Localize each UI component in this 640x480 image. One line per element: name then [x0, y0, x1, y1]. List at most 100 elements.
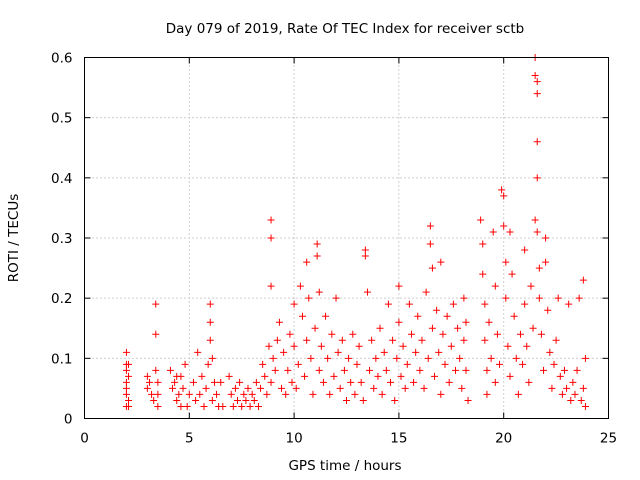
data-point: [336, 384, 344, 392]
data-point: [355, 342, 363, 350]
data-point: [579, 276, 587, 284]
data-point: [527, 282, 535, 290]
x-tick-label: 0: [80, 431, 89, 447]
data-point: [265, 342, 273, 350]
x-tick-label: 5: [185, 431, 194, 447]
data-point: [384, 300, 392, 308]
x-tick-labels: 0 5 10 15 20 25: [80, 431, 617, 447]
data-point: [217, 378, 225, 386]
data-point: [437, 390, 445, 398]
data-point: [506, 228, 514, 236]
data-point: [535, 294, 543, 302]
data-point: [502, 258, 510, 266]
data-point: [278, 384, 286, 392]
data-point: [185, 390, 193, 398]
data-point: [514, 390, 522, 398]
data-point: [154, 402, 162, 410]
data-point: [418, 336, 426, 344]
data-point: [261, 372, 269, 380]
data-point: [433, 306, 441, 314]
data-point: [426, 240, 434, 248]
data-point: [322, 312, 330, 320]
data-point: [179, 384, 187, 392]
data-point: [378, 390, 386, 398]
data-point: [267, 234, 275, 242]
data-point: [521, 300, 529, 308]
data-point: [125, 396, 133, 404]
data-point: [500, 192, 508, 200]
y-tick-label: 0.5: [51, 111, 72, 127]
data-point: [363, 288, 371, 296]
data-point: [122, 378, 130, 386]
data-point: [183, 402, 191, 410]
data-point: [437, 258, 445, 266]
data-point: [372, 354, 380, 362]
data-point: [565, 300, 573, 308]
data-point: [550, 360, 558, 368]
data-point: [516, 330, 524, 338]
data-point: [458, 384, 466, 392]
data-point: [244, 384, 252, 392]
data-point: [177, 402, 185, 410]
data-point: [558, 390, 566, 398]
data-point: [519, 360, 527, 368]
data-point: [387, 378, 395, 386]
data-point: [349, 330, 357, 338]
data-point: [403, 360, 411, 368]
data-point: [407, 330, 415, 338]
data-point: [334, 348, 342, 356]
data-point: [491, 282, 499, 290]
data-point: [122, 390, 130, 398]
data-point: [422, 288, 430, 296]
data-point: [535, 264, 543, 272]
data-point: [556, 372, 564, 380]
data-point: [229, 402, 237, 410]
y-tick-labels: 0 0.1 0.2 0.3 0.4 0.5 0.6: [51, 51, 72, 428]
data-point: [456, 354, 464, 362]
data-point: [361, 252, 369, 260]
data-point: [431, 372, 439, 380]
data-point: [250, 396, 258, 404]
data-point: [487, 354, 495, 362]
data-point: [254, 402, 262, 410]
data-point: [169, 384, 177, 392]
data-point: [311, 324, 319, 332]
data-point: [315, 366, 323, 374]
data-point: [213, 390, 221, 398]
data-point: [231, 384, 239, 392]
data-point: [447, 342, 455, 350]
data-point: [393, 354, 401, 362]
data-point: [284, 366, 292, 374]
data-point: [533, 228, 541, 236]
data-point: [307, 354, 315, 362]
data-point: [435, 348, 443, 356]
data-point: [122, 366, 130, 374]
data-point: [196, 390, 204, 398]
data-point: [225, 372, 233, 380]
data-point: [206, 300, 214, 308]
data-point: [267, 378, 275, 386]
data-point: [353, 360, 361, 368]
data-point: [303, 336, 311, 344]
data-point: [410, 378, 418, 386]
data-point: [257, 384, 265, 392]
data-point: [569, 378, 577, 386]
data-point: [154, 378, 162, 386]
data-point: [166, 366, 174, 374]
x-tick-label: 25: [600, 431, 617, 447]
data-point: [525, 378, 533, 386]
data-point: [204, 360, 212, 368]
data-point: [330, 372, 338, 380]
data-point: [343, 396, 350, 404]
data-point: [424, 354, 432, 362]
data-point: [481, 300, 489, 308]
data-point: [309, 390, 317, 398]
data-point: [521, 246, 529, 254]
data-point: [332, 294, 340, 302]
y-tick-label: 0: [64, 412, 73, 428]
data-point: [125, 402, 133, 410]
data-point: [537, 330, 545, 338]
data-point: [242, 396, 250, 404]
data-point: [426, 222, 434, 230]
x-tick-label: 15: [390, 431, 407, 447]
